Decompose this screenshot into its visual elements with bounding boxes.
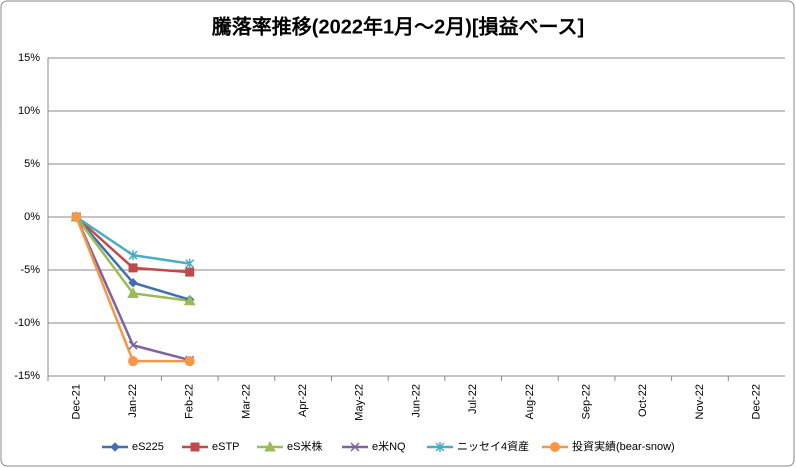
x-tick-label: Mar-22 [240,384,252,419]
y-tick-label: 15% [18,52,40,64]
x-tick-label: May-22 [354,384,366,421]
marker [128,356,139,367]
legend-item: eS米株 [257,439,322,453]
marker [185,267,195,277]
x-tick-label: Feb-22 [184,384,196,419]
x-tick-label: Sep-22 [580,384,592,419]
legend-item: eS225 [102,441,164,453]
x-tick-label: Nov-22 [694,384,706,419]
legend-label: eSTP [212,441,240,453]
legend-label: 投資実績(bear-snow) [572,439,675,453]
marker [128,340,138,350]
legend-item: ニッセイ4資産 [427,440,529,453]
y-tick-label: -10% [14,317,40,329]
marker [183,294,196,306]
x-tick-label: Jan-22 [127,384,139,418]
marker [128,278,138,288]
legend-marker [190,442,200,452]
legend-label: eS225 [132,441,164,453]
marker [128,263,138,273]
legend-marker [110,442,120,452]
y-tick-label: -15% [14,370,40,382]
y-tick-label: 0% [24,211,40,223]
x-tick-label: Jun-22 [410,384,422,418]
legend-marker [550,442,560,452]
marker [184,356,195,367]
legend-item: e米NQ [342,440,406,453]
chart-title: 騰落率推移(2022年1月～2月)[損益ベース] [212,14,584,38]
y-tick-label: 5% [24,158,40,170]
x-tick-label: Dec-22 [751,384,763,419]
legend-marker [264,440,276,452]
marker [127,287,139,298]
legend-label: ニッセイ4資産 [457,440,529,453]
x-tick-label: Apr-22 [297,384,309,417]
marker [71,212,82,222]
y-tick-label: -5% [20,264,40,276]
y-tick-label: 10% [18,105,40,117]
x-tick-label: Oct-22 [637,384,649,417]
x-tick-label: Aug-22 [524,384,536,419]
legend-label: eS米株 [287,439,322,453]
legend-marker [435,442,445,452]
x-tick-label: Jul-22 [467,384,479,414]
marker [128,250,138,261]
x-tick-label: Dec-21 [70,384,82,419]
legend-item: 投資実績(bear-snow) [542,439,675,453]
marker [185,258,195,269]
legend-label: e米NQ [372,440,406,453]
legend-marker [350,442,360,452]
legend-item: eSTP [182,441,240,453]
